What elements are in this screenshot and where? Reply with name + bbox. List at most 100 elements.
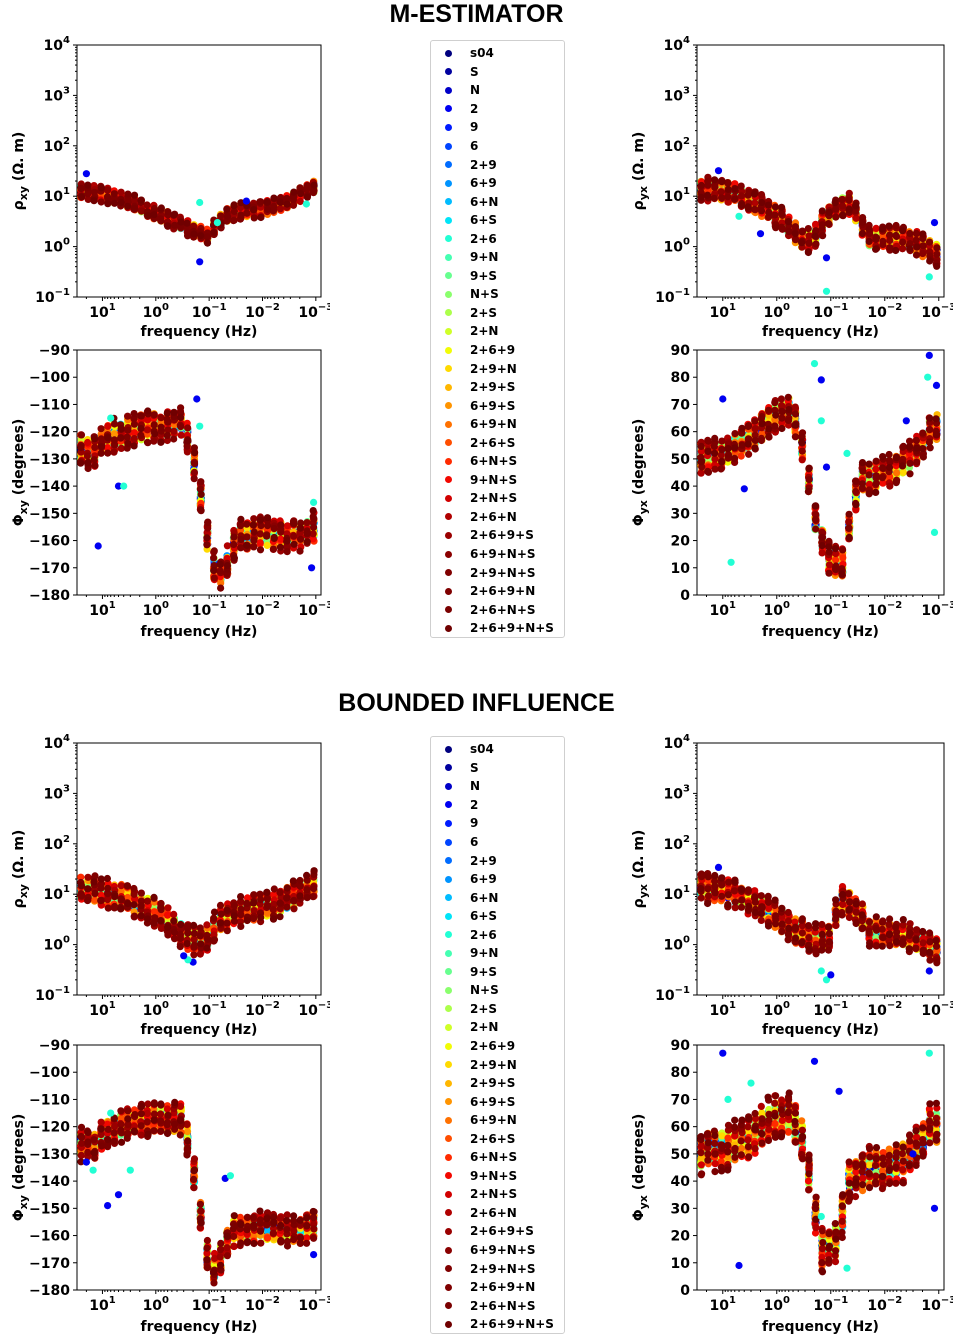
y-tick-label: −100 xyxy=(29,370,70,386)
x-tick-label: 100 xyxy=(143,600,169,619)
data-point xyxy=(798,456,806,464)
data-point xyxy=(757,436,765,445)
x-axis-label: frequency (Hz) xyxy=(141,624,258,640)
data-point xyxy=(805,239,813,247)
data-point xyxy=(164,208,172,216)
data-point xyxy=(184,424,192,432)
data-point xyxy=(818,207,826,215)
data-point xyxy=(290,540,298,548)
data-point xyxy=(177,423,185,431)
data-point xyxy=(932,415,940,423)
data-point xyxy=(791,230,799,238)
data-point xyxy=(711,183,719,191)
data-point xyxy=(933,262,941,270)
data-point xyxy=(277,527,285,535)
data-point xyxy=(263,541,271,549)
data-point xyxy=(137,412,145,420)
data-point xyxy=(777,395,785,403)
data-point xyxy=(216,567,224,575)
data-point xyxy=(811,232,819,240)
data-point xyxy=(97,425,105,433)
data-point xyxy=(845,206,853,214)
data-point xyxy=(785,406,793,414)
data-point xyxy=(778,209,786,218)
data-point xyxy=(865,471,873,479)
x-tick-label: 10−2 xyxy=(245,600,280,619)
data-point xyxy=(912,229,920,238)
data-point xyxy=(77,431,86,439)
data-point xyxy=(778,407,786,415)
data-point xyxy=(256,198,264,206)
data-point xyxy=(117,198,125,207)
data-point xyxy=(283,522,292,530)
data-point xyxy=(906,437,914,445)
data-point xyxy=(717,188,725,196)
data-point xyxy=(872,234,881,242)
data-point xyxy=(257,522,265,530)
data-point xyxy=(758,420,766,428)
data-point xyxy=(832,205,840,213)
data-point xyxy=(296,547,304,555)
data-point xyxy=(150,411,158,419)
data-point xyxy=(230,540,238,549)
outlier-point xyxy=(925,351,933,359)
outlier-point xyxy=(302,200,310,208)
data-point xyxy=(892,231,900,240)
x-tick-label: 100 xyxy=(764,600,790,619)
data-point xyxy=(804,248,812,257)
data-point xyxy=(718,458,726,466)
data-point xyxy=(263,198,271,206)
data-point xyxy=(865,490,873,498)
data-point xyxy=(110,436,118,444)
data-point xyxy=(718,194,726,202)
data-point xyxy=(886,244,894,252)
data-point xyxy=(84,438,92,447)
data-point xyxy=(845,510,853,518)
data-point xyxy=(697,193,705,201)
data-point xyxy=(865,460,873,468)
data-point xyxy=(905,443,913,451)
data-point xyxy=(84,181,92,189)
data-point xyxy=(878,464,887,472)
data-point xyxy=(872,457,880,465)
data-point xyxy=(919,249,927,257)
data-point xyxy=(257,213,265,222)
data-point xyxy=(812,525,820,533)
data-point xyxy=(832,213,840,221)
data-point xyxy=(264,522,272,530)
data-point xyxy=(737,192,745,200)
data-point xyxy=(778,414,786,422)
data-point xyxy=(277,535,285,543)
data-point xyxy=(744,435,752,443)
outlier-point xyxy=(719,395,727,403)
data-point xyxy=(117,425,125,433)
data-point xyxy=(297,535,305,543)
x-tick-label: 10−1 xyxy=(192,302,227,321)
data-point xyxy=(263,514,272,522)
data-point xyxy=(839,554,847,562)
data-point xyxy=(879,240,887,248)
y-axis-label: Φyx (degrees) xyxy=(631,419,650,527)
data-point xyxy=(203,541,211,549)
data-point xyxy=(818,549,826,557)
data-point xyxy=(150,437,158,445)
x-tick-label: 10−3 xyxy=(921,600,953,619)
y-tick-label: 10−1 xyxy=(655,287,690,306)
y-tick-label: −120 xyxy=(29,425,70,441)
data-point xyxy=(256,539,264,547)
data-point xyxy=(859,467,867,475)
data-point xyxy=(825,543,833,551)
outlier-point xyxy=(817,417,825,425)
data-point xyxy=(110,430,118,438)
data-point xyxy=(237,544,245,552)
data-point xyxy=(852,201,860,210)
data-point xyxy=(157,414,165,422)
data-point xyxy=(750,190,759,198)
x-axis-label: frequency (Hz) xyxy=(762,324,879,340)
data-point xyxy=(177,404,185,412)
data-point xyxy=(91,443,99,451)
data-point xyxy=(110,190,118,198)
data-point xyxy=(91,461,99,470)
